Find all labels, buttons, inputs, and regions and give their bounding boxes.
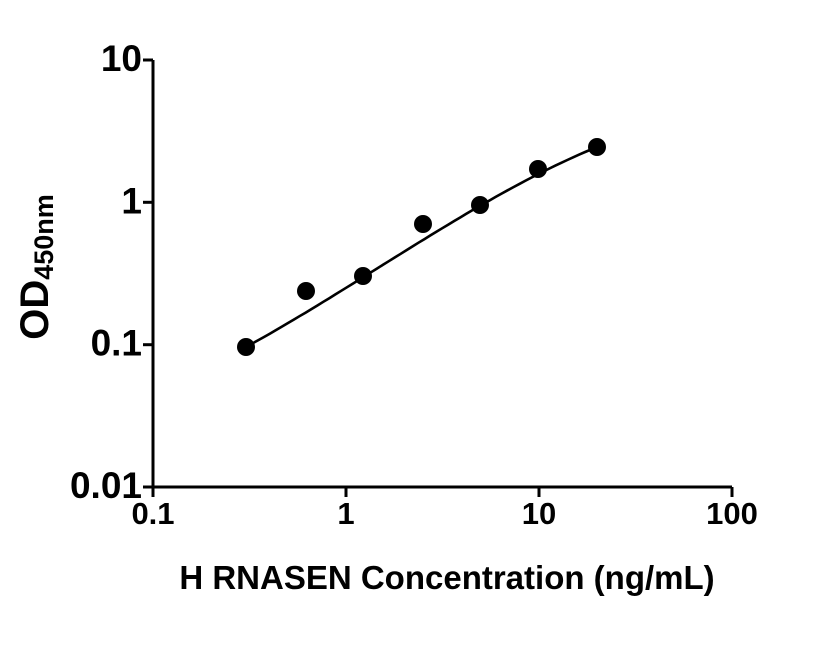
svg-text:OD450nm: OD450nm xyxy=(13,194,59,340)
svg-text:100: 100 xyxy=(706,496,758,531)
svg-text:10: 10 xyxy=(522,496,556,531)
svg-text:10: 10 xyxy=(101,38,142,79)
svg-text:0.1: 0.1 xyxy=(91,323,142,364)
svg-text:1: 1 xyxy=(121,180,142,221)
svg-text:1: 1 xyxy=(337,496,354,531)
svg-text:0.1: 0.1 xyxy=(131,496,174,531)
svg-text:H RNASEN Concentration (ng/mL): H RNASEN Concentration (ng/mL) xyxy=(179,559,714,596)
